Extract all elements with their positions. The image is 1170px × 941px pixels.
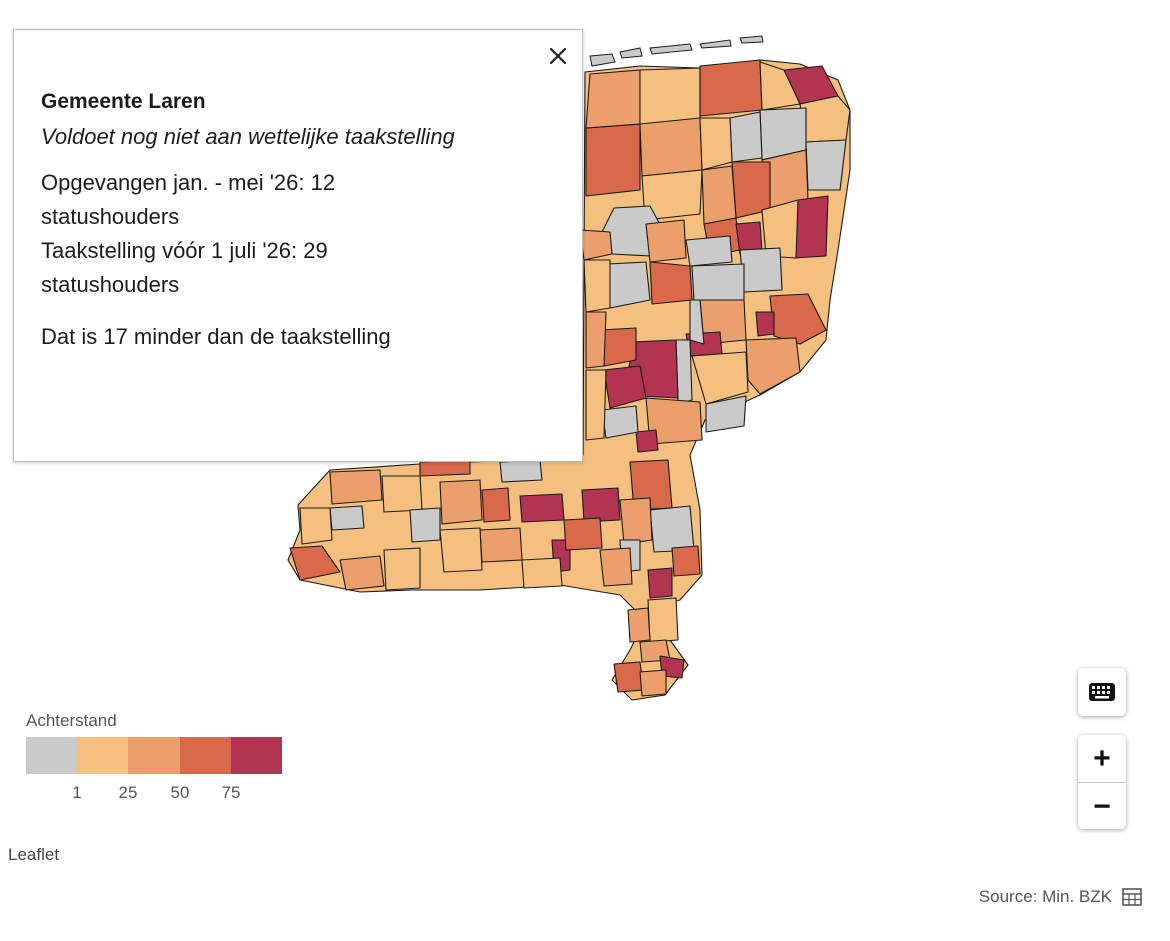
municipality[interactable] bbox=[645, 397, 703, 445]
municipality[interactable] bbox=[607, 261, 651, 309]
legend-ticks: 1 25 50 75 bbox=[26, 783, 282, 807]
zoom-control: + − bbox=[1078, 735, 1126, 829]
table-icon[interactable] bbox=[1122, 888, 1142, 906]
legend-tick: 1 bbox=[72, 783, 82, 802]
municipality[interactable] bbox=[805, 139, 847, 191]
legend-tick: 25 bbox=[118, 783, 138, 802]
municipality[interactable] bbox=[627, 607, 651, 643]
island-terschelling bbox=[649, 43, 693, 55]
attribution-link[interactable]: Leaflet bbox=[8, 845, 60, 864]
municipality[interactable] bbox=[705, 395, 747, 433]
municipality[interactable] bbox=[645, 219, 687, 263]
municipality[interactable] bbox=[691, 351, 749, 405]
municipality[interactable] bbox=[793, 195, 829, 259]
municipality[interactable] bbox=[799, 95, 851, 143]
legend-swatch bbox=[230, 737, 283, 774]
municipality[interactable] bbox=[701, 165, 737, 225]
legend-swatch bbox=[179, 737, 231, 774]
municipality[interactable] bbox=[649, 261, 693, 305]
municipality[interactable] bbox=[439, 479, 483, 525]
municipality[interactable] bbox=[619, 497, 653, 545]
municipality[interactable] bbox=[499, 459, 543, 483]
municipality[interactable] bbox=[647, 597, 679, 643]
municipality[interactable] bbox=[329, 469, 383, 505]
popup-line-received: Opgevangen jan. - mei '26: 12 bbox=[41, 170, 336, 195]
municipality[interactable] bbox=[685, 235, 733, 267]
popup-content: Gemeente Laren Voldoet nog niet aan wett… bbox=[41, 88, 561, 354]
municipality[interactable] bbox=[699, 59, 763, 117]
popup-line-target-unit: statushouders bbox=[41, 272, 180, 297]
source-footer: Source: Min. BZK bbox=[979, 887, 1142, 907]
municipality[interactable] bbox=[647, 567, 673, 599]
zoom-out-button[interactable]: − bbox=[1093, 789, 1111, 823]
municipality[interactable] bbox=[329, 505, 365, 531]
municipality[interactable] bbox=[613, 661, 645, 693]
popup-line-target: Taakstelling vóór 1 juli '26: 29 bbox=[41, 238, 328, 263]
island-schiermonnikoog bbox=[739, 35, 764, 44]
municipality[interactable] bbox=[579, 229, 613, 261]
municipality[interactable] bbox=[409, 507, 441, 543]
municipality[interactable] bbox=[289, 545, 341, 581]
zoom-in-button[interactable]: + bbox=[1078, 735, 1126, 783]
keyboard-icon bbox=[1089, 683, 1115, 701]
legend-tick: 50 bbox=[170, 783, 190, 802]
municipality[interactable] bbox=[639, 117, 703, 177]
municipality[interactable] bbox=[521, 557, 563, 589]
municipality[interactable] bbox=[519, 493, 565, 523]
municipality[interactable] bbox=[671, 545, 701, 577]
legend-tick: 75 bbox=[221, 783, 241, 802]
popup-subtitle: Voldoet nog niet aan wettelijke taakstel… bbox=[41, 124, 455, 149]
legend-swatch bbox=[128, 737, 180, 774]
municipality[interactable] bbox=[585, 311, 607, 369]
municipality[interactable] bbox=[729, 111, 763, 163]
popup-title: Gemeente Laren bbox=[41, 90, 206, 113]
municipality[interactable] bbox=[601, 405, 639, 439]
municipality[interactable] bbox=[699, 117, 733, 171]
municipality[interactable] bbox=[761, 199, 799, 259]
municipality[interactable] bbox=[585, 69, 641, 129]
municipality[interactable] bbox=[481, 487, 511, 523]
source-text: Source: Min. BZK bbox=[978, 887, 1112, 906]
close-icon bbox=[549, 47, 567, 65]
keyboard-shortcuts-button[interactable] bbox=[1078, 668, 1126, 716]
island-ameland bbox=[699, 39, 732, 49]
municipality[interactable] bbox=[581, 487, 621, 523]
legend-swatch bbox=[77, 737, 129, 774]
municipality[interactable] bbox=[599, 547, 633, 587]
municipality[interactable] bbox=[381, 475, 423, 513]
municipality[interactable] bbox=[739, 247, 783, 293]
island-vlieland bbox=[619, 47, 643, 59]
municipality[interactable] bbox=[419, 459, 471, 477]
municipality[interactable] bbox=[563, 517, 603, 551]
info-popup: Gemeente Laren Voldoet nog niet aan wett… bbox=[13, 29, 583, 462]
municipality[interactable] bbox=[641, 169, 703, 221]
municipality-layer[interactable] bbox=[287, 35, 851, 701]
municipality[interactable] bbox=[691, 263, 745, 303]
municipality[interactable] bbox=[383, 547, 421, 591]
municipality[interactable] bbox=[583, 259, 611, 313]
municipality[interactable] bbox=[585, 369, 607, 441]
legend-color-bar bbox=[26, 737, 283, 774]
municipality[interactable] bbox=[755, 311, 775, 337]
legend: Achterstand 1 25 50 75 bbox=[26, 711, 283, 807]
municipality[interactable] bbox=[439, 527, 483, 573]
popup-line-received-unit: statushouders bbox=[41, 204, 180, 229]
municipality[interactable] bbox=[299, 507, 333, 545]
popup-spacer bbox=[41, 302, 561, 320]
municipality[interactable] bbox=[689, 299, 705, 345]
legend-swatch bbox=[26, 737, 78, 774]
municipality[interactable] bbox=[585, 123, 641, 197]
municipality[interactable] bbox=[745, 337, 801, 395]
municipality[interactable] bbox=[649, 505, 695, 553]
municipality[interactable] bbox=[635, 429, 659, 453]
municipality[interactable] bbox=[639, 67, 701, 125]
legend-title: Achterstand bbox=[26, 711, 117, 730]
municipality[interactable] bbox=[479, 527, 523, 563]
island-texel bbox=[589, 53, 616, 67]
municipality[interactable] bbox=[339, 555, 385, 591]
municipality[interactable] bbox=[639, 669, 667, 697]
popup-close-button[interactable] bbox=[542, 40, 574, 72]
popup-line-difference: Dat is 17 minder dan de taakstelling bbox=[41, 324, 391, 349]
